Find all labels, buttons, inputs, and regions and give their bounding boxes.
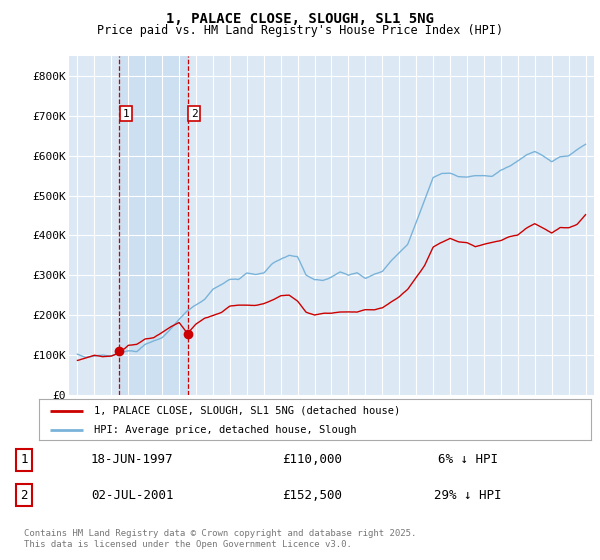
Bar (119, 56, 188, 395)
Text: 1: 1 (20, 453, 28, 466)
Text: 18-JUN-1997: 18-JUN-1997 (91, 453, 173, 466)
Text: 1, PALACE CLOSE, SLOUGH, SL1 5NG: 1, PALACE CLOSE, SLOUGH, SL1 5NG (166, 12, 434, 26)
Text: Contains HM Land Registry data © Crown copyright and database right 2025.
This d: Contains HM Land Registry data © Crown c… (24, 529, 416, 549)
Text: Price paid vs. HM Land Registry's House Price Index (HPI): Price paid vs. HM Land Registry's House … (97, 24, 503, 37)
Text: 1, PALACE CLOSE, SLOUGH, SL1 5NG (detached house): 1, PALACE CLOSE, SLOUGH, SL1 5NG (detach… (94, 405, 400, 416)
Text: 2: 2 (191, 109, 197, 119)
Text: HPI: Average price, detached house, Slough: HPI: Average price, detached house, Slou… (94, 424, 357, 435)
Text: 2: 2 (20, 488, 28, 502)
Text: 1: 1 (122, 109, 129, 119)
Text: £152,500: £152,500 (282, 488, 342, 502)
Text: £110,000: £110,000 (282, 453, 342, 466)
Text: 29% ↓ HPI: 29% ↓ HPI (434, 488, 502, 502)
Text: 6% ↓ HPI: 6% ↓ HPI (438, 453, 498, 466)
Text: 02-JUL-2001: 02-JUL-2001 (91, 488, 173, 502)
